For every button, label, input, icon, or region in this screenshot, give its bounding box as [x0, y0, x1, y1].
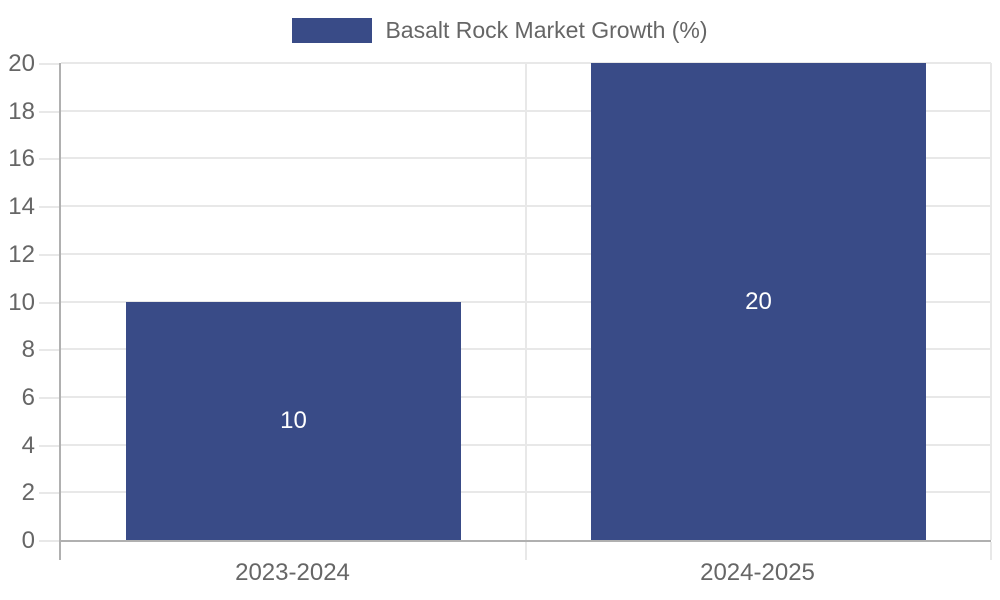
- y-axis-tick: [39, 492, 59, 495]
- y-axis-label: 0: [21, 527, 35, 554]
- y-axis-label: 16: [8, 145, 35, 173]
- bar-value-label: 10: [280, 406, 307, 434]
- y-axis-label: 14: [8, 193, 35, 221]
- y-axis-tick: [39, 110, 59, 113]
- gridline: [525, 63, 527, 540]
- y-axis-tick: [39, 540, 59, 542]
- y-axis-label: 12: [8, 240, 35, 268]
- y-axis-tick: [39, 444, 59, 447]
- legend[interactable]: Basalt Rock Market Growth (%): [0, 18, 1000, 43]
- x-axis-tick: [525, 542, 527, 560]
- y-axis-tick: [39, 301, 59, 304]
- x-axis-tick: [59, 542, 61, 560]
- y-axis-label: 4: [21, 431, 35, 459]
- x-axis-label: 2023-2024: [235, 559, 350, 586]
- y-axis-tick: [39, 206, 59, 209]
- y-axis-label: 20: [8, 50, 35, 77]
- y-axis-label: 10: [8, 288, 35, 316]
- y-axis-label: 6: [21, 383, 35, 411]
- x-axis-tick: [990, 542, 992, 560]
- gridline: [990, 63, 992, 540]
- y-axis-tick: [39, 349, 59, 352]
- bar-2023-2024[interactable]: 10: [126, 301, 461, 540]
- plot-area: 10 20: [59, 62, 992, 542]
- legend-label: Basalt Rock Market Growth (%): [385, 17, 708, 43]
- bar-2024-2025[interactable]: 20: [591, 63, 926, 540]
- legend-swatch: [292, 18, 373, 43]
- y-axis-label: 18: [8, 97, 35, 125]
- y-axis-label: 8: [21, 336, 35, 364]
- y-axis-tick: [39, 158, 59, 161]
- x-axis-label: 2024-2025: [700, 559, 815, 586]
- y-axis-tick: [39, 63, 59, 65]
- bar-value-label: 20: [745, 287, 772, 315]
- y-axis-label: 2: [21, 479, 35, 507]
- y-axis-tick: [39, 396, 59, 399]
- y-axis-tick: [39, 253, 59, 256]
